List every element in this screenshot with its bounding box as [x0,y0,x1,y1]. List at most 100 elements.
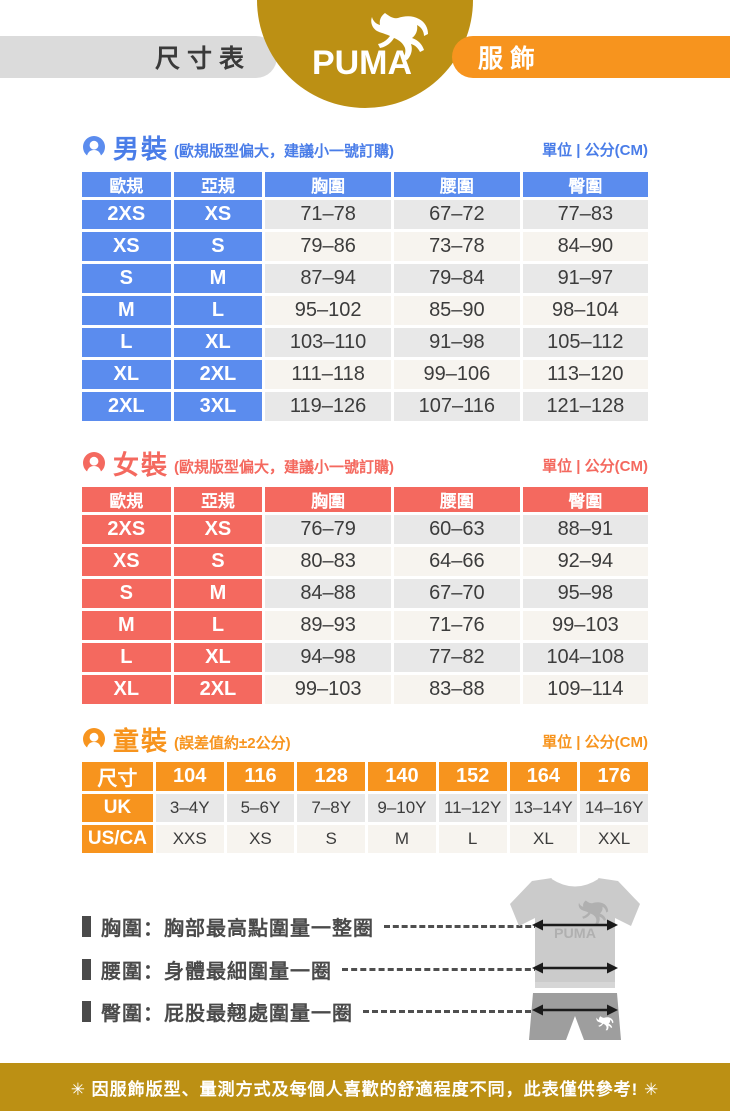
column-header: 腰圍 [394,172,520,197]
men-size-table: 歐規 亞規 胸圍 腰圍 臀圍 2XS XS 71–78 67–72 77–83 XS S 79–86 73… [79,169,651,424]
measurement-cell: 103–110 [265,328,391,357]
measurement-cell: M [368,825,436,853]
table-header-row: 尺寸 104 116 128 140 152 164 176 [82,762,648,791]
table-row: US/CA XXS XS S M L XL XXL [82,825,648,853]
column-header: 140 [368,762,436,791]
size-label-cell: S [82,579,171,608]
measurement-cell: L [438,825,507,853]
measurement-cell: 99–103 [265,675,391,704]
measurement-cell: 119–126 [265,392,391,421]
measurement-cell: 71–78 [265,200,391,229]
measurement-cell: 84–88 [265,579,391,608]
measurement-cell: 5–6Y [226,794,295,822]
table-header-row: 歐規 亞規 胸圍 腰圍 臀圍 [82,487,648,512]
column-header: 腰圍 [394,487,520,512]
measurement-cell: 121–128 [522,392,648,421]
size-label-cell: S [173,547,263,576]
hip-dashed-line [363,1009,540,1013]
tshirt-collar [551,877,599,887]
kids-section-subtitle: (誤差值約±2公分) [174,734,291,752]
table-row: S M 84–88 67–70 95–98 [82,579,648,608]
size-label-cell: M [173,264,263,293]
tshirt-hem-band [535,982,615,988]
measurement-cell: 73–78 [394,232,520,261]
measurement-cell: 3–4Y [155,794,224,822]
size-label-cell: XL [173,643,263,672]
size-label-cell: XL [82,360,171,389]
table-row: S M 87–94 79–84 91–97 [82,264,648,293]
measurement-cell: 13–14Y [509,794,578,822]
size-label-cell: M [82,296,171,325]
chest-measure-row: 胸圍：胸部最高點圍量一整圈 [82,913,540,940]
kids-size-table: 尺寸 104 116 128 140 152 164 176 UK 3–4Y 5–6Y 7–8Y 9–1… [79,759,651,856]
measurement-cell: 91–97 [522,264,648,293]
table-row: M L 95–102 85–90 98–104 [82,296,648,325]
measurement-cell: 60–63 [394,515,520,544]
size-label-cell: L [173,611,263,640]
hip-measure-text: 臀圍：屁股最翹處圍量一圈 [101,1002,353,1025]
puma-wordmark: PUMA [312,44,412,82]
table-row: 2XL 3XL 119–126 107–116 121–128 [82,392,648,421]
table-row: XS S 80–83 64–66 92–94 [82,547,648,576]
footer-note-bar: ✳ 因服飾版型、量測方式及每個人喜歡的舒適程度不同，此表僅供參考! ✳ [0,1063,730,1111]
column-header: 胸圍 [265,172,391,197]
size-chart-label-tab: 尺寸表 [0,36,277,78]
men-section-subtitle: (歐規版型偏大，建議小一號訂購) [174,142,395,160]
kids-unit-label: 單位 | 公分(CM) [542,733,648,751]
measurement-cell: 14–16Y [580,794,648,822]
column-header: 104 [155,762,224,791]
measurement-cell: 95–98 [522,579,648,608]
column-header: 164 [509,762,578,791]
size-label-cell: XL [173,328,263,357]
measurement-cell: XL [509,825,578,853]
chest-logo-text: PUMA [554,925,596,941]
size-label-cell: L [173,296,263,325]
size-label-cell: L [82,328,171,357]
size-label-cell: L [82,643,171,672]
measurement-cell: XS [226,825,295,853]
size-label-cell: 2XL [82,392,171,421]
measurement-cell: 79–84 [394,264,520,293]
column-header: 128 [297,762,366,791]
women-unit-label: 單位 | 公分(CM) [542,457,648,475]
waist-arrow [532,962,618,974]
table-row: L XL 94–98 77–82 104–108 [82,643,648,672]
men-unit-label: 單位 | 公分(CM) [542,141,648,159]
size-label-cell: S [82,264,171,293]
measurement-cell: XXS [155,825,224,853]
measurement-cell: 67–72 [394,200,520,229]
kids-section-header: 童裝 (誤差值約±2公分) 單位 | 公分(CM) [82,724,648,756]
puma-logo: PUMA [312,13,428,82]
column-header: 176 [580,762,648,791]
measurement-cell: 88–91 [522,515,648,544]
size-label-cell: XS [173,515,263,544]
measurement-cell: 76–79 [265,515,391,544]
size-label-cell: UK [82,794,153,822]
table-row: XL 2XL 99–103 83–88 109–114 [82,675,648,704]
measurement-cell: 87–94 [265,264,391,293]
waist-marker [82,958,91,980]
measurement-cell: 64–66 [394,547,520,576]
tshirt-diagram: PUMA [510,877,640,1040]
size-label-cell: 2XS [82,200,171,229]
waist-measure-row: 腰圍：身體最細圍量一圈 [82,956,540,983]
men-section-header: 男裝 (歐規版型偏大，建議小一號訂購) 單位 | 公分(CM) [82,132,648,164]
measurement-cell: 71–76 [394,611,520,640]
measurement-cell: 104–108 [522,643,648,672]
table-header-row: 歐規 亞規 胸圍 腰圍 臀圍 [82,172,648,197]
table-row: L XL 103–110 91–98 105–112 [82,328,648,357]
column-header: 臀圍 [522,487,648,512]
apparel-label: 服飾 [478,45,543,73]
women-person-icon [83,452,105,475]
column-header: 臀圍 [522,172,648,197]
hip-marker [82,1000,91,1022]
chest-measure-text: 胸圍：胸部最高點圍量一整圈 [101,917,374,940]
women-section-header: 女裝 (歐規版型偏大，建議小一號訂購) 單位 | 公分(CM) [82,448,648,480]
measurement-cell: 98–104 [522,296,648,325]
table-row: UK 3–4Y 5–6Y 7–8Y 9–10Y 11–12Y 13–14Y 14–16Y [82,794,648,822]
hip-arrow [532,1004,618,1016]
measurement-cell: 95–102 [265,296,391,325]
measurement-cell: 105–112 [522,328,648,357]
chest-marker [82,915,91,937]
